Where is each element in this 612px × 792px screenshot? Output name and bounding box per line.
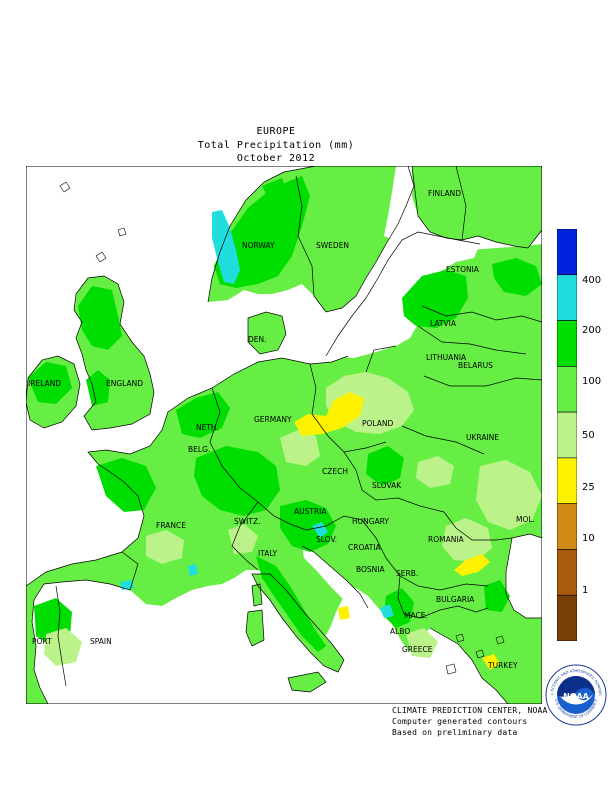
legend-tick-25: 25 <box>582 482 595 493</box>
legend-swatch <box>557 366 577 413</box>
label-belarus: BELARUS <box>458 361 493 370</box>
label-port: PORT <box>32 637 52 646</box>
legend-swatch <box>557 457 577 504</box>
label-belg: BELG. <box>188 445 210 454</box>
label-slov: SLOV. <box>316 535 337 544</box>
label-hungary: HUNGARY <box>352 517 389 526</box>
land-continent <box>26 244 542 704</box>
label-slovak: SLOVAK <box>372 481 402 490</box>
map-title-period: October 2012 <box>236 153 316 164</box>
label-ukraine: UKRAINE <box>466 433 499 442</box>
legend-tick-10: 10 <box>582 533 595 544</box>
label-albo: ALBO <box>390 627 410 636</box>
label-serb: SERB. <box>396 569 418 578</box>
label-mace: MACE. <box>404 611 428 620</box>
legend-swatch <box>557 320 577 367</box>
water-baltic <box>326 232 480 358</box>
label-mol: MOL. <box>516 515 535 524</box>
label-england: ENGLAND <box>106 379 143 388</box>
label-spain: SPAIN <box>90 637 112 646</box>
label-croatia: CROATIA <box>348 543 382 552</box>
label-latvia: LATVIA <box>430 319 457 328</box>
legend-tick-100: 100 <box>582 376 602 387</box>
label-france: FRANCE <box>156 521 186 530</box>
footer-line-2: Computer generated contours <box>392 717 528 726</box>
legend-swatch <box>557 274 577 321</box>
legend-swatch <box>557 503 577 550</box>
label-greece: GREECE <box>402 645 433 654</box>
label-romania: ROMANIA <box>428 535 465 544</box>
label-finland: FINLAND <box>428 189 461 198</box>
label-estonia: ESTONIA <box>446 265 480 274</box>
country-borders <box>26 166 542 704</box>
label-lithuania: LITHUANIA <box>426 353 467 362</box>
precip-100-200 <box>28 176 542 652</box>
legend-swatch <box>557 229 577 276</box>
noaa-logo-text: NOAA <box>563 692 589 701</box>
label-norway: NORWAY <box>242 241 275 250</box>
legend-tick-400: 400 <box>582 275 602 286</box>
label-turkey: TURKEY <box>487 661 518 670</box>
footer-line-1: CLIMATE PREDICTION CENTER, NOAA <box>392 706 548 715</box>
land-denmark <box>248 312 286 354</box>
label-germany: GERMANY <box>254 415 292 424</box>
land-finland <box>412 166 542 248</box>
label-czech: CZECH <box>322 467 348 476</box>
land-sicily <box>288 672 326 692</box>
map-title-variable: Total Precipitation (mm) <box>197 140 355 151</box>
water-black-sea <box>506 534 542 618</box>
label-neth: NETH. <box>196 423 219 432</box>
label-italy: ITALY <box>258 549 278 558</box>
precip-200-400 <box>120 210 394 618</box>
legend-tick-200: 200 <box>582 325 602 336</box>
label-poland: POLAND <box>362 419 394 428</box>
legend-tick-1: 1 <box>582 585 589 596</box>
footer-line-3: Based on preliminary data <box>392 728 518 737</box>
island-outlines <box>59 181 505 675</box>
label-austria: AUSTRIA <box>294 507 327 516</box>
label-bulgaria: BULGARIA <box>436 595 475 604</box>
water-adriatic <box>302 546 368 614</box>
precipitation-map: FINLAND NORWAY SWEDEN ESTONIA LATVIA LIT… <box>26 166 542 704</box>
legend-swatch <box>557 549 577 596</box>
map-title-region: EUROPE <box>256 126 296 137</box>
water-bothnia <box>384 166 414 240</box>
legend-tick-50: 50 <box>582 430 595 441</box>
label-den: DEN. <box>248 335 267 344</box>
land-sardinia <box>246 610 264 646</box>
legend-colorbar <box>557 229 577 641</box>
label-ireland: IRELAND <box>28 379 61 388</box>
legend-swatch <box>557 594 577 641</box>
label-sweden: SWEDEN <box>316 241 349 250</box>
precip-10-25 <box>294 392 500 670</box>
land-corsica <box>252 584 262 606</box>
precip-25-50 <box>44 372 542 666</box>
label-switz: SWITZ. <box>234 517 261 526</box>
label-bosnia: BOSNIA <box>356 565 385 574</box>
noaa-logo: NOAA NATIONAL OCEANIC AND ATMOSPHERIC AD… <box>545 664 607 726</box>
legend-swatch <box>557 411 577 459</box>
